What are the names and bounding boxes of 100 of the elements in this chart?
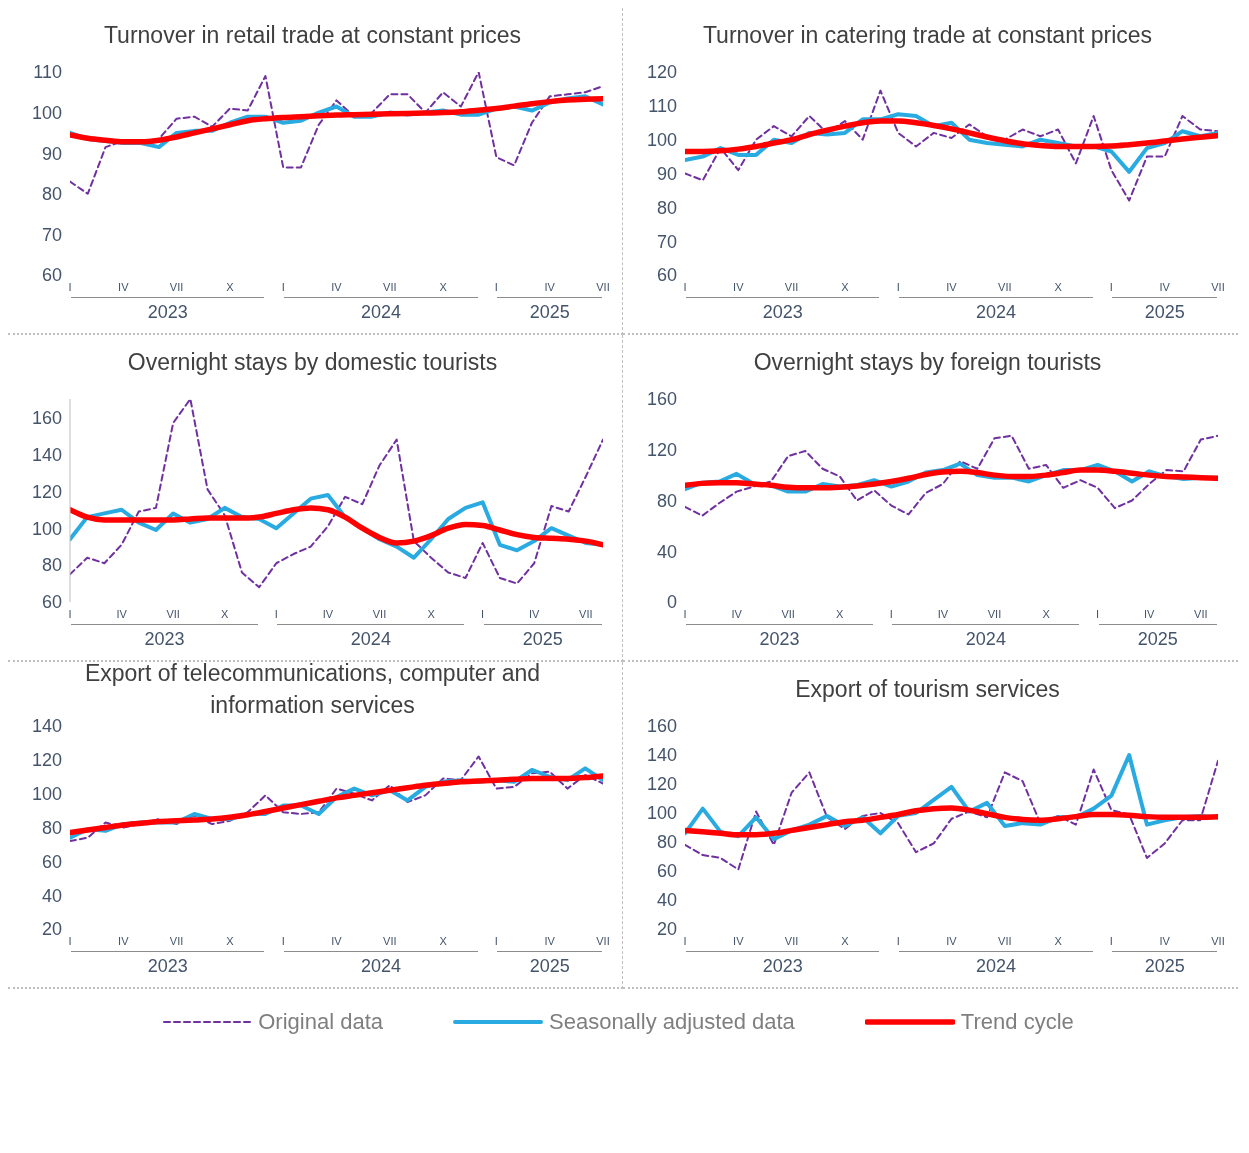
text: 2025 — [528, 956, 571, 977]
x-tick-label: VII — [998, 280, 1012, 293]
y-tick-label: 160 — [646, 716, 677, 737]
line-series — [70, 72, 603, 195]
x-tick-label: X — [439, 280, 448, 293]
line-series — [685, 89, 1218, 202]
x-tick-label: I — [494, 280, 498, 293]
y-tick-label: 40 — [41, 885, 62, 906]
y-tick-label: 90 — [41, 143, 62, 164]
legend-label: Seasonally adjusted data — [549, 1009, 795, 1035]
y-tick-label: 80 — [41, 184, 62, 205]
x-tick-label: I — [889, 607, 893, 620]
x-tick-label: VII — [784, 934, 799, 947]
text: 2024 — [359, 956, 402, 977]
y-tick-label: 80 — [656, 490, 677, 511]
chart-title: Export of tourism services — [794, 675, 1061, 704]
x-tick-label: X — [841, 934, 850, 947]
text: 2024 — [349, 629, 392, 650]
x-tick-label: X — [836, 607, 845, 620]
text: 2023 — [761, 956, 804, 977]
y-tick-label: 140 — [646, 745, 677, 766]
line-series — [685, 759, 1218, 871]
x-tick-label: IV — [331, 934, 343, 947]
y-tick-label: 80 — [656, 832, 677, 853]
text: 2023 — [761, 302, 804, 323]
y-tick-label: 100 — [31, 784, 62, 805]
x-tick-label: I — [481, 607, 485, 620]
legend-label: Original data — [258, 1009, 383, 1035]
x-tick-label: IV — [731, 607, 743, 620]
x-tick-label: X — [841, 280, 850, 293]
y-tick-label: 80 — [656, 197, 677, 218]
x-tick-label: I — [281, 934, 285, 947]
x-tick-label: IV — [946, 280, 958, 293]
x-tick-label: I — [683, 934, 687, 947]
x-tick-label: I — [683, 607, 687, 620]
y-tick-label: 20 — [41, 919, 62, 940]
x-tick-label: IV — [544, 280, 556, 293]
x-tick-label: X — [427, 607, 436, 620]
x-tick-label: I — [896, 934, 900, 947]
y-tick-label: 60 — [41, 592, 62, 613]
x-tick-label: IV — [1144, 607, 1156, 620]
y-tick-label: 120 — [31, 750, 62, 771]
y-tick-label: 110 — [33, 62, 62, 83]
y-tick-label: 60 — [656, 861, 677, 882]
y-tick-label: 90 — [656, 163, 677, 184]
y-tick-label: 60 — [41, 265, 62, 286]
x-tick-label: VII — [1211, 280, 1225, 293]
x-tick-label: I — [683, 280, 687, 293]
x-tick-label: I — [281, 280, 285, 293]
x-tick-label: IV — [116, 607, 128, 620]
y-tick-label: 70 — [656, 231, 677, 252]
y-tick-label: 120 — [646, 774, 677, 795]
line-series — [685, 434, 1218, 517]
x-tick-label: IV — [118, 934, 130, 947]
text: 2025 — [1143, 956, 1186, 977]
y-tick-label: 140 — [31, 716, 62, 737]
chart-title: Export of telecommunications, computer and information services — [83, 660, 542, 718]
y-tick-label: 60 — [41, 851, 62, 872]
x-tick-label: VII — [372, 607, 387, 620]
x-tick-label: VII — [1211, 934, 1225, 947]
text: 2023 — [758, 629, 801, 650]
x-tick-label: VII — [169, 280, 184, 293]
x-tick-label: IV — [1159, 280, 1171, 293]
x-tick-label: VII — [383, 934, 397, 947]
text: 2023 — [146, 302, 189, 323]
y-tick-label: 0 — [666, 592, 677, 613]
y-tick-label: 100 — [646, 803, 677, 824]
x-tick-label: VII — [166, 607, 180, 620]
y-tick-label: 120 — [646, 440, 677, 461]
x-tick-label: I — [896, 280, 900, 293]
text: 2025 — [528, 302, 571, 323]
x-tick-label: X — [439, 934, 448, 947]
x-tick-label: VII — [987, 607, 1002, 620]
line-series — [70, 755, 603, 843]
y-tick-label: 160 — [31, 407, 62, 428]
y-tick-label: 80 — [41, 555, 62, 576]
x-tick-label: VII — [998, 934, 1012, 947]
x-tick-label: I — [1109, 934, 1113, 947]
x-tick-label: IV — [1159, 934, 1171, 947]
y-tick-label: 120 — [31, 481, 62, 502]
chart-title: Overnight stays by foreign tourists — [752, 348, 1103, 377]
y-tick-label: 110 — [648, 96, 677, 117]
y-tick-label: 40 — [656, 890, 677, 911]
y-tick-label: 100 — [31, 102, 62, 123]
x-tick-label: VII — [169, 934, 184, 947]
y-tick-label: 100 — [31, 518, 62, 539]
legend-label: Trend cycle — [960, 1009, 1074, 1035]
x-tick-label: IV — [529, 607, 541, 620]
x-tick-label: VII — [596, 280, 610, 293]
x-tick-label: I — [68, 280, 72, 293]
y-tick-label: 70 — [41, 224, 62, 245]
x-tick-label: IV — [733, 934, 745, 947]
x-tick-label: IV — [946, 934, 958, 947]
text: 2025 — [1136, 629, 1179, 650]
x-tick-label: IV — [331, 280, 343, 293]
x-tick-label: I — [68, 934, 72, 947]
x-tick-label: X — [1042, 607, 1051, 620]
y-tick-label: 20 — [656, 919, 677, 940]
text: 2023 — [146, 956, 189, 977]
text: 2024 — [974, 302, 1017, 323]
